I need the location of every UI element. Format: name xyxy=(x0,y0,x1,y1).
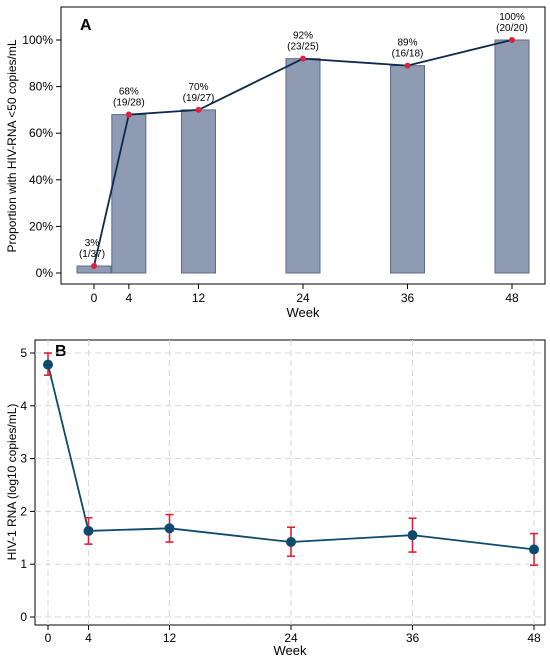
y-tick-label: 3 xyxy=(20,452,27,466)
panel-b-line xyxy=(47,364,535,551)
bar-percent-label: 68% xyxy=(119,87,139,98)
x-tick-label: 24 xyxy=(284,631,298,645)
bar-count-label: (19/28) xyxy=(113,98,145,109)
panel-b-gridlines xyxy=(35,340,545,625)
y-tick-label: 4 xyxy=(20,399,27,413)
x-tick-label: 48 xyxy=(527,631,541,645)
panel-b-error-bars xyxy=(44,352,538,567)
x-tick-label: 24 xyxy=(296,291,310,305)
x-tick-label: 36 xyxy=(401,291,415,305)
series-line xyxy=(93,39,513,267)
panel-a-bars xyxy=(76,39,530,274)
x-tick-label: 48 xyxy=(505,291,519,305)
x-tick-label: 4 xyxy=(85,631,92,645)
y-tick-label: 2 xyxy=(20,504,27,518)
bar-count-label: (1/37) xyxy=(79,249,105,260)
panel-a-line xyxy=(93,39,513,267)
bar xyxy=(181,109,216,274)
data-point xyxy=(83,525,94,536)
y-tick-label: 5 xyxy=(20,346,27,360)
panel-a-y-ticks: 0% 20% 40% 60% 80% 100% xyxy=(22,33,61,280)
y-tick-label: 80% xyxy=(29,80,53,94)
bar-percent-label: 3% xyxy=(85,238,100,249)
data-point xyxy=(286,537,296,548)
panel-a-points xyxy=(91,37,515,270)
y-tick-label: 20% xyxy=(29,219,53,233)
panel-a-y-axis-label: Proportion with HIV-RNA <50 copies/mL xyxy=(5,39,19,252)
panel-b-frame xyxy=(34,339,546,626)
x-tick-label: 36 xyxy=(406,631,420,645)
panel-b-points xyxy=(43,359,539,555)
panel-a-x-axis-label: Week xyxy=(287,305,320,320)
y-tick-label: 60% xyxy=(29,126,53,140)
bar-count-label: (19/27) xyxy=(183,93,215,104)
panel-b-label: B xyxy=(55,343,67,360)
data-point xyxy=(195,106,202,113)
bar xyxy=(111,114,147,274)
data-point xyxy=(404,62,411,69)
bar xyxy=(390,65,425,274)
data-point xyxy=(529,544,539,555)
data-point xyxy=(91,263,97,270)
y-tick-label: 0% xyxy=(36,266,54,280)
data-point xyxy=(407,530,418,541)
bar xyxy=(494,39,530,274)
panel-a-x-ticks: 0 4 12 24 36 48 xyxy=(91,284,519,305)
data-point xyxy=(509,37,515,43)
x-tick-label: 0 xyxy=(91,291,98,305)
bar xyxy=(285,58,321,274)
bar-count-label: (20/20) xyxy=(496,23,528,34)
panel-a-bar-labels: 3%(1/37) 68%(19/28) 70%(19/27) 92%(23/25) 89… xyxy=(79,12,528,260)
x-tick-label: 12 xyxy=(192,291,206,305)
data-point xyxy=(125,111,132,118)
bar-percent-label: 92% xyxy=(293,31,313,42)
y-tick-label: 40% xyxy=(29,173,53,187)
y-tick-label: 100% xyxy=(22,33,53,47)
bar-count-label: (16/18) xyxy=(392,49,424,60)
bar-percent-label: 70% xyxy=(188,82,208,93)
y-tick-label: 1 xyxy=(20,557,27,571)
panel-b-y-ticks: 0 1 2 3 4 5 xyxy=(20,346,35,624)
data-point xyxy=(164,523,175,534)
y-tick-label: 0 xyxy=(20,610,27,624)
panel-b-x-axis-label: Week xyxy=(274,643,307,658)
bar-count-label: (23/25) xyxy=(287,42,319,53)
bar-percent-label: 89% xyxy=(397,38,417,49)
x-tick-label: 12 xyxy=(163,631,177,645)
panel-a: A 3%(1/37) 68%(19/28) 70%(19/27) 92%(23/25)… xyxy=(5,6,546,320)
panel-b-y-axis-label: HIV-1 RNA (log10 copies/mL) xyxy=(5,404,19,561)
x-tick-label: 0 xyxy=(45,631,52,645)
bar-percent-label: 100% xyxy=(499,12,525,23)
series-line xyxy=(47,364,535,551)
panel-a-label: A xyxy=(80,17,92,34)
data-point xyxy=(43,359,53,370)
x-tick-label: 4 xyxy=(125,291,132,305)
panel-b-x-ticks: 0 4 12 24 36 48 xyxy=(45,625,541,645)
data-point xyxy=(300,55,306,62)
